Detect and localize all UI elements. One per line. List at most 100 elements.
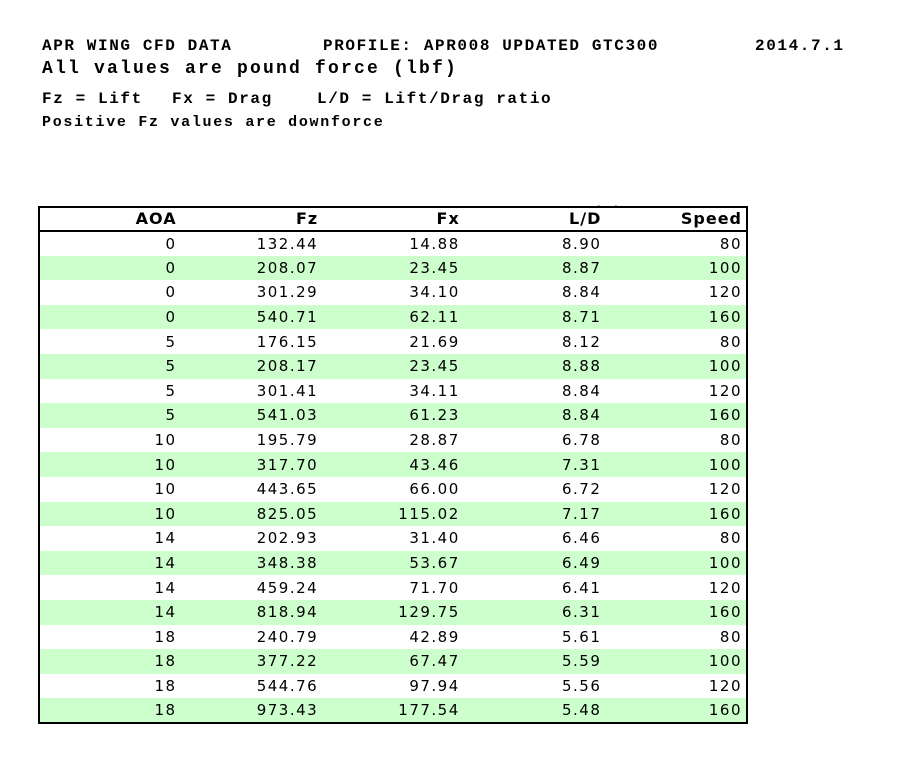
cell-aoa: 0 [39, 255, 181, 281]
table-row: 0 301.29 34.10 8.84 120 [39, 280, 747, 305]
cell-ld: 6.78 [463, 427, 606, 453]
downforce-note: Positive Fz values are downforce [42, 114, 385, 131]
cell-fx: 115.02 [322, 501, 464, 527]
cell-fx: 67.47 [322, 649, 464, 674]
cell-aoa: 18 [39, 649, 181, 674]
cell-fz: 459.24 [180, 575, 323, 600]
cell-ld: 8.87 [463, 255, 606, 281]
cell-speed: 100 [605, 353, 747, 379]
cell-aoa: 10 [39, 427, 181, 453]
cell-speed: 80 [605, 624, 747, 650]
cell-aoa: 18 [39, 698, 181, 723]
table-row: 18 973.43 177.54 5.48 160 [39, 698, 747, 723]
cell-speed: 80 [605, 427, 747, 453]
cell-aoa: 5 [39, 403, 181, 428]
table-row: 5 208.17 23.45 8.88 100 [39, 353, 747, 379]
cell-fx: 34.10 [322, 280, 464, 305]
cell-aoa: 10 [39, 476, 181, 502]
table-header-row: AOA Fz Fx L/D Speed [39, 207, 747, 232]
cell-ld: 6.46 [463, 526, 606, 551]
cell-fz: 544.76 [180, 673, 323, 699]
col-header-aoa: AOA [39, 207, 181, 232]
table-body: 0 132.44 14.88 8.90 80 0 208.07 23.45 8.87 100 0 30… [39, 231, 747, 723]
cell-fz: 317.70 [180, 452, 323, 477]
cell-speed: 160 [605, 304, 747, 330]
cell-ld: 8.71 [463, 304, 606, 330]
cell-fx: 71.70 [322, 575, 464, 600]
cell-ld: 5.59 [463, 649, 606, 674]
cell-ld: 8.90 [463, 231, 606, 256]
cell-fz: 208.07 [180, 255, 323, 281]
cell-aoa: 18 [39, 624, 181, 650]
cell-aoa: 5 [39, 329, 181, 354]
cell-fz: 825.05 [180, 501, 323, 527]
cell-aoa: 14 [39, 599, 181, 625]
legend-ld: L/D = Lift/Drag ratio [317, 90, 553, 108]
cell-speed: 100 [605, 255, 747, 281]
cell-fx: 23.45 [322, 353, 464, 379]
cell-fz: 208.17 [180, 353, 323, 379]
cell-fx: 53.67 [322, 550, 464, 576]
cell-fx: 28.87 [322, 427, 464, 453]
table-row: 10 825.05 115.02 7.17 160 [39, 501, 747, 527]
cell-ld: 6.49 [463, 550, 606, 576]
col-header-fz: Fz [180, 207, 323, 232]
cell-fx: 97.94 [322, 673, 464, 699]
cell-ld: 8.84 [463, 403, 606, 428]
cell-fx: 61.23 [322, 403, 464, 428]
cell-fz: 541.03 [180, 403, 323, 428]
cell-fz: 443.65 [180, 476, 323, 502]
cell-aoa: 0 [39, 304, 181, 330]
cell-fx: 62.11 [322, 304, 464, 330]
cell-ld: 7.31 [463, 452, 606, 477]
cell-ld: 8.12 [463, 329, 606, 354]
cell-ld: 8.88 [463, 353, 606, 379]
table-row: 18 240.79 42.89 5.61 80 [39, 624, 747, 650]
table-row: 14 818.94 129.75 6.31 160 [39, 599, 747, 625]
cell-fx: 21.69 [322, 329, 464, 354]
cell-speed: 100 [605, 649, 747, 674]
table-row: 0 208.07 23.45 8.87 100 [39, 255, 747, 281]
col-header-fx: Fx [322, 207, 464, 232]
legend-fx: Fx = Drag [172, 90, 273, 108]
cell-speed: 160 [605, 501, 747, 527]
cell-fz: 540.71 [180, 304, 323, 330]
cell-speed: 120 [605, 378, 747, 404]
table-row: 10 443.65 66.00 6.72 120 [39, 476, 747, 502]
cell-speed: 120 [605, 575, 747, 600]
cell-ld: 6.72 [463, 476, 606, 502]
table-row: 5 176.15 21.69 8.12 80 [39, 329, 747, 354]
cell-ld: 5.61 [463, 624, 606, 650]
cell-fz: 202.93 [180, 526, 323, 551]
cell-fz: 973.43 [180, 698, 323, 723]
cell-aoa: 14 [39, 575, 181, 600]
cell-ld: 8.84 [463, 378, 606, 404]
cell-speed: 160 [605, 698, 747, 723]
cell-fx: 129.75 [322, 599, 464, 625]
doc-date: 2014.7.1 [755, 37, 845, 55]
cell-fz: 377.22 [180, 649, 323, 674]
units-note: All values are pound force (lbf) [42, 59, 459, 79]
cell-ld: 5.56 [463, 673, 606, 699]
cell-fz: 818.94 [180, 599, 323, 625]
cell-ld: 6.41 [463, 575, 606, 600]
cell-aoa: 5 [39, 378, 181, 404]
table-row: 14 348.38 53.67 6.49 100 [39, 550, 747, 576]
table-row: 0 540.71 62.11 8.71 160 [39, 304, 747, 330]
cell-fx: 31.40 [322, 526, 464, 551]
cell-fz: 301.41 [180, 378, 323, 404]
table-row: 0 132.44 14.88 8.90 80 [39, 231, 747, 256]
cell-speed: 160 [605, 403, 747, 428]
cell-fz: 176.15 [180, 329, 323, 354]
cell-fx: 42.89 [322, 624, 464, 650]
cell-speed: 80 [605, 526, 747, 551]
cell-fx: 14.88 [322, 231, 464, 256]
cell-aoa: 0 [39, 280, 181, 305]
legend-fz: Fz = Lift [42, 90, 143, 108]
table-row: 14 202.93 31.40 6.46 80 [39, 526, 747, 551]
cfd-data-table: AOA Fz Fx L/D Speed 0 132.44 14.88 8.90 80 0 2… [38, 206, 748, 724]
cell-fz: 348.38 [180, 550, 323, 576]
col-header-ld: L/D [463, 207, 606, 232]
table-header: AOA Fz Fx L/D Speed [39, 207, 747, 232]
